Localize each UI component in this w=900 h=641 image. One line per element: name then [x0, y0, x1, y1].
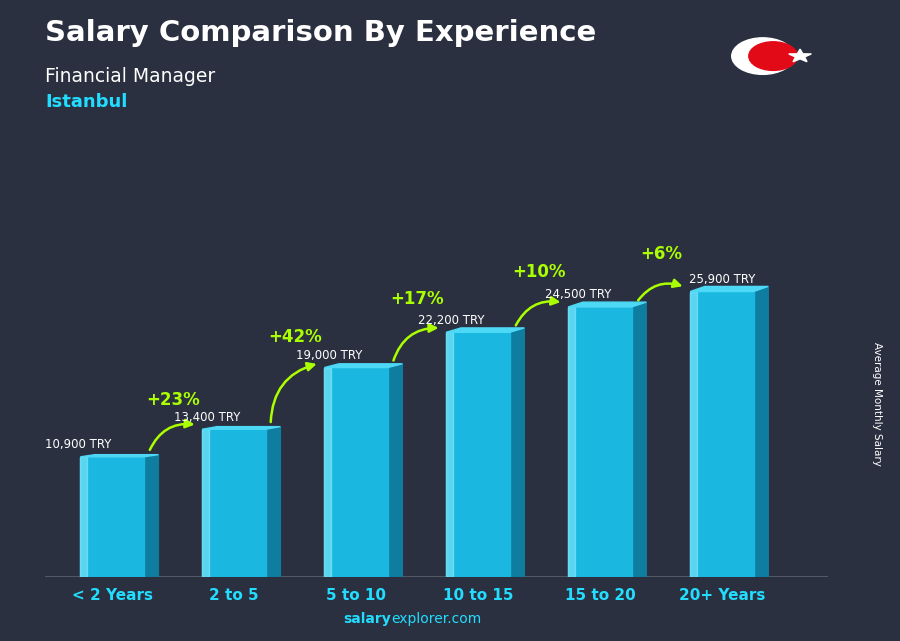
Text: explorer.com: explorer.com — [392, 612, 482, 626]
Text: 19,000 TRY: 19,000 TRY — [296, 349, 363, 362]
Polygon shape — [202, 427, 281, 429]
Text: Average Monthly Salary: Average Monthly Salary — [872, 342, 883, 466]
Polygon shape — [568, 307, 574, 577]
Polygon shape — [144, 454, 158, 577]
Text: 22,200 TRY: 22,200 TRY — [418, 314, 484, 327]
Circle shape — [749, 42, 797, 71]
Text: Istanbul: Istanbul — [45, 93, 128, 111]
Polygon shape — [324, 367, 330, 577]
Polygon shape — [690, 292, 697, 577]
Text: 13,400 TRY: 13,400 TRY — [174, 411, 240, 424]
Text: +10%: +10% — [512, 263, 566, 281]
Polygon shape — [446, 332, 509, 577]
Polygon shape — [388, 364, 402, 577]
Text: salary: salary — [344, 612, 392, 626]
Polygon shape — [80, 457, 86, 577]
Text: Financial Manager: Financial Manager — [45, 67, 215, 87]
Circle shape — [732, 38, 794, 74]
Polygon shape — [632, 302, 646, 577]
Polygon shape — [446, 328, 525, 332]
Text: +6%: +6% — [640, 245, 682, 263]
Polygon shape — [266, 427, 281, 577]
Polygon shape — [509, 328, 525, 577]
Text: +42%: +42% — [268, 328, 322, 345]
Polygon shape — [568, 307, 632, 577]
Text: 25,900 TRY: 25,900 TRY — [688, 273, 755, 286]
Polygon shape — [568, 302, 646, 307]
Polygon shape — [202, 429, 209, 577]
Polygon shape — [690, 292, 753, 577]
Text: Salary Comparison By Experience: Salary Comparison By Experience — [45, 19, 596, 47]
Text: 10,900 TRY: 10,900 TRY — [45, 438, 111, 451]
Polygon shape — [788, 49, 812, 62]
Polygon shape — [80, 454, 158, 457]
Polygon shape — [446, 332, 453, 577]
Text: +23%: +23% — [146, 392, 200, 410]
Polygon shape — [690, 287, 769, 292]
Text: +17%: +17% — [391, 290, 444, 308]
Polygon shape — [753, 287, 769, 577]
Polygon shape — [80, 457, 144, 577]
Text: 24,500 TRY: 24,500 TRY — [544, 288, 611, 301]
Polygon shape — [202, 429, 266, 577]
Polygon shape — [324, 364, 402, 367]
Polygon shape — [324, 367, 388, 577]
